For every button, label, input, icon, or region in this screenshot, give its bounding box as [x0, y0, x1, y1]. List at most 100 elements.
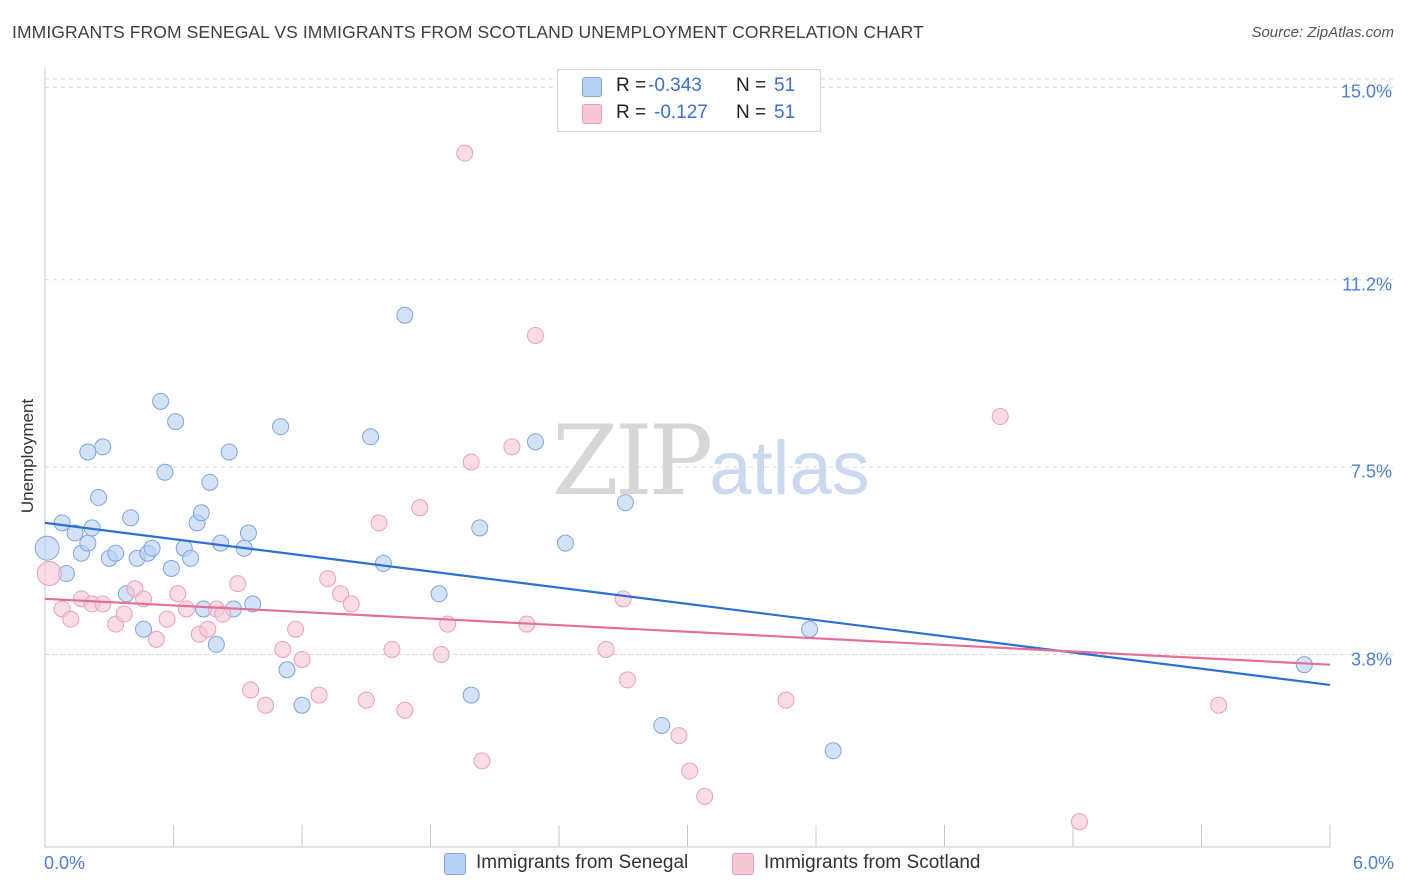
watermark-atlas: atlas [709, 426, 870, 511]
legend-n-label: N = [736, 75, 767, 96]
point-senegal [94, 438, 112, 456]
point-scotland [1070, 813, 1088, 831]
legend-n-label: N = [736, 102, 767, 123]
point-scotland [229, 575, 247, 593]
point-scotland [432, 646, 450, 664]
legend-swatch-senegal [582, 77, 602, 97]
point-senegal [66, 524, 84, 542]
point-senegal [220, 443, 238, 461]
point-scotland [94, 595, 112, 613]
point-scotland [147, 630, 165, 648]
trend-line-scotland [44, 597, 1331, 666]
legend-n-value-scotland: 51 [774, 102, 796, 123]
point-senegal [278, 661, 296, 679]
point-senegal [272, 418, 290, 436]
y-tick-label: 7.5% [1350, 461, 1392, 482]
point-senegal [430, 585, 448, 603]
point-scotland [462, 453, 480, 471]
point-senegal [167, 413, 185, 431]
chart-title: IMMIGRANTS FROM SENEGAL VS IMMIGRANTS FR… [12, 22, 924, 42]
point-scotland [681, 762, 699, 780]
point-scotland [62, 610, 80, 628]
point-senegal [143, 539, 161, 557]
point-scotland [396, 701, 414, 719]
point-scotland [274, 640, 292, 658]
point-senegal [801, 620, 819, 638]
bottom-legend-swatch-senegal [444, 853, 466, 875]
point-scotland [526, 326, 544, 344]
point-scotland [614, 590, 632, 608]
point-senegal [293, 696, 311, 714]
point-scotland [310, 686, 328, 704]
point-senegal [162, 559, 180, 577]
point-senegal [212, 534, 230, 552]
point-senegal [90, 489, 108, 507]
point-senegal [192, 504, 210, 522]
point-scotland [169, 585, 187, 603]
point-scotland [503, 438, 521, 456]
point-scotland [1210, 696, 1228, 714]
point-senegal [824, 742, 842, 760]
point-senegal [135, 620, 153, 638]
legend-r-label: R = [616, 75, 647, 96]
source-label: Source: ZipAtlas.com [1251, 24, 1394, 41]
point-senegal [556, 534, 574, 552]
point-scotland [456, 144, 474, 162]
point-senegal [653, 716, 671, 734]
legend-r-value-senegal: -0.343 [648, 75, 702, 96]
point-senegal [79, 534, 97, 552]
point-senegal [462, 686, 480, 704]
point-senegal [53, 514, 71, 532]
y-tick-label: 11.2% [1342, 274, 1392, 295]
point-scotland [319, 570, 337, 588]
point-scotland [342, 595, 360, 613]
point-scotland [696, 787, 714, 805]
point-senegal [374, 554, 392, 572]
point-scotland [199, 620, 217, 638]
point-scotland [777, 691, 795, 709]
point-scotland [293, 651, 311, 669]
y-tick-label: 15.0% [1340, 81, 1392, 102]
trend-line-senegal [44, 521, 1331, 687]
point-senegal [122, 509, 140, 527]
x-tick-min: 0.0% [44, 853, 86, 873]
point-senegal [526, 433, 544, 451]
point-scotland [214, 605, 232, 623]
point-senegal [207, 635, 225, 653]
point-scotland [619, 671, 637, 689]
legend-swatch-scotland [582, 104, 602, 124]
point-scotland [287, 620, 305, 638]
point-senegal [156, 463, 174, 481]
point-scotland [257, 696, 275, 714]
point-scotland [242, 681, 260, 699]
point-scotland [332, 585, 350, 603]
point-scotland [383, 640, 401, 658]
point-scotland [158, 610, 176, 628]
point-scotland [670, 727, 688, 745]
bottom-legend-swatch-scotland [732, 853, 754, 875]
point-scotland [115, 605, 133, 623]
point-senegal [616, 494, 634, 512]
correlation-legend: R = -0.343 N = 51 R = -0.127 N = 51 [557, 69, 821, 132]
bottom-legend-label-scotland: Immigrants from Scotland [764, 852, 981, 873]
point-senegal [396, 306, 414, 324]
point-scotland [473, 752, 491, 770]
legend-r-value-scotland: -0.127 [654, 102, 708, 123]
point-scotland [597, 640, 615, 658]
x-tick-max: 6.0% [1352, 853, 1394, 873]
point-senegal [239, 524, 257, 542]
point-scotland [991, 408, 1009, 426]
legend-r-label: R = [616, 102, 647, 123]
point-scotland [357, 691, 375, 709]
point-senegal [79, 443, 97, 461]
legend-n-value-senegal: 51 [774, 75, 796, 96]
point-scotland [177, 600, 195, 618]
point-senegal [182, 549, 200, 567]
point-senegal [201, 473, 219, 491]
bottom-legend-label-senegal: Immigrants from Senegal [476, 852, 689, 873]
point-scotland [370, 514, 388, 532]
y-tick-label: 3.8% [1350, 649, 1392, 670]
point-senegal [152, 392, 170, 410]
point-senegal [471, 519, 489, 537]
